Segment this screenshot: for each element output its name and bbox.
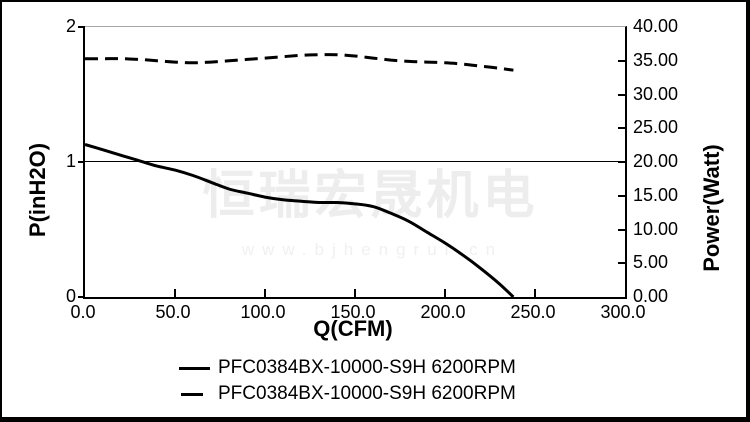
right-tick-35.00 — [618, 59, 625, 62]
x-tick-label-100.0: 100.0 — [240, 302, 286, 322]
left-axis-title: P(inH2O) — [25, 142, 50, 238]
right-tick-30.00 — [618, 93, 625, 96]
curves-canvas — [84, 53, 515, 299]
left-tick-label-2: 2 — [65, 16, 76, 36]
left-tick-2 — [78, 26, 85, 28]
reference-line-20watt — [85, 161, 625, 162]
right-tick-20.00 — [618, 161, 625, 163]
x-tick-200.0 — [444, 289, 446, 297]
right-tick-10.00 — [618, 228, 625, 231]
legend-item-power: PFC0384BX-10000-S9H 6200RPM — [179, 381, 516, 407]
left-tick-label-0: 0 — [65, 286, 76, 306]
plot-area — [78, 26, 627, 299]
x-tick-label-150.0: 150.0 — [330, 302, 376, 322]
right-tick-25.00 — [618, 127, 625, 130]
x-axis-title: Q(CFM) — [313, 316, 393, 341]
dashed-line-icon — [181, 392, 203, 396]
x-tick-100.0 — [264, 289, 266, 297]
x-tick-50.0 — [174, 289, 176, 297]
left-tick-label-1: 1 — [65, 151, 76, 171]
legend-label: PFC0384BX-10000-S9H 6200RPM — [218, 357, 516, 378]
solid-line-icon — [179, 366, 210, 370]
right-tick-label-10.00: 10.00 — [633, 218, 679, 239]
x-tick-label-300.0: 300.0 — [600, 302, 646, 322]
right-tick-5.00 — [618, 262, 625, 265]
right-tick-label-25.00: 25.00 — [633, 117, 679, 138]
x-tick-250.0 — [534, 289, 536, 297]
image-border-left — [0, 0, 2, 422]
right-tick-label-40.00: 40.00 — [633, 16, 679, 36]
right-tick-label-5.00: 5.00 — [633, 252, 669, 273]
image-border-right — [746, 0, 750, 422]
legend-label: PFC0384BX-10000-S9H 6200RPM — [218, 383, 516, 404]
x-tick-150.0 — [354, 289, 356, 297]
right-tick-15.00 — [618, 194, 625, 197]
x-tick-label-50.0: 50.0 — [155, 302, 191, 322]
right-tick-label-30.00: 30.00 — [633, 83, 679, 104]
left-tick-1 — [78, 161, 85, 163]
legend-item-pressure: PFC0384BX-10000-S9H 6200RPM — [179, 355, 516, 381]
right-tick-label-0.00: 0.00 — [633, 286, 669, 306]
image-border-bottom — [0, 417, 750, 422]
right-axis-title: Power(Watt) — [699, 144, 724, 272]
x-tick-label-200.0: 200.0 — [420, 302, 466, 322]
pressure-curve — [84, 143, 515, 299]
right-tick-label-35.00: 35.00 — [633, 49, 679, 70]
legend: PFC0384BX-10000-S9H 6200RPM PFC0384BX-10… — [179, 355, 516, 407]
image-border-top — [0, 0, 750, 2]
power-curve — [85, 53, 514, 72]
left-tick-0 — [78, 296, 85, 298]
x-tick-label-250.0: 250.0 — [510, 302, 556, 322]
right-tick-label-20.00: 20.00 — [633, 151, 679, 171]
right-tick-label-15.00: 15.00 — [633, 184, 679, 205]
x-tick-label-0.0: 0.0 — [70, 302, 96, 322]
